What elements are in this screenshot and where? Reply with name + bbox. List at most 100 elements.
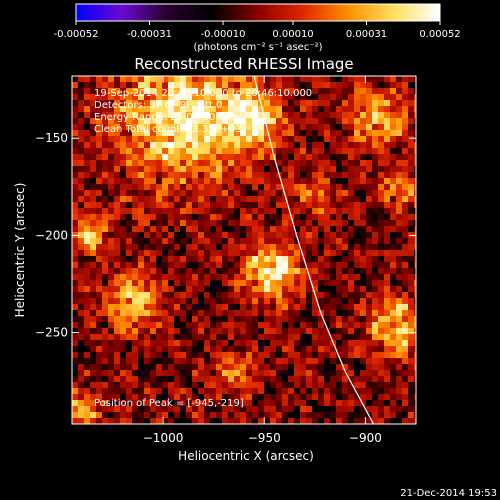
heatmap-cell (408, 250, 415, 257)
heatmap-cell (354, 232, 361, 239)
heatmap-cell (132, 196, 139, 203)
heatmap-cell (300, 118, 307, 125)
heatmap-cell (96, 328, 103, 335)
heatmap-cell (84, 418, 91, 424)
heatmap-cell (108, 118, 115, 125)
heatmap-cell (108, 268, 115, 275)
heatmap-cell (168, 292, 175, 299)
heatmap-cell (324, 310, 331, 317)
heatmap-cell (402, 112, 409, 119)
heatmap-cell (270, 268, 277, 275)
heatmap-cell (144, 94, 151, 101)
heatmap-cell (96, 154, 103, 161)
heatmap-cell (390, 232, 397, 239)
heatmap-cell (300, 202, 307, 209)
heatmap-cell (252, 274, 259, 281)
heatmap-cell (126, 292, 133, 299)
heatmap-cell (270, 154, 277, 161)
heatmap-cell (300, 388, 307, 395)
heatmap-cell (366, 334, 373, 341)
heatmap-cell (174, 304, 181, 311)
heatmap-cell (336, 196, 343, 203)
heatmap-cell (210, 106, 217, 113)
heatmap-cell (114, 196, 121, 203)
heatmap-cell (318, 346, 325, 353)
heatmap-cell (210, 208, 217, 215)
heatmap-cell (144, 136, 151, 143)
heatmap-cell (102, 316, 109, 323)
heatmap-cell (132, 394, 139, 401)
heatmap-cell (168, 196, 175, 203)
heatmap-cell (210, 310, 217, 317)
heatmap-cell (90, 346, 97, 353)
heatmap-cell (168, 88, 175, 95)
heatmap-cell (198, 346, 205, 353)
heatmap-cell (372, 298, 379, 305)
heatmap-cell (108, 310, 115, 317)
heatmap-cell (354, 172, 361, 179)
heatmap-cell (132, 166, 139, 173)
heatmap-cell (342, 304, 349, 311)
heatmap-cell (306, 214, 313, 221)
heatmap-cell (186, 400, 193, 407)
heatmap-cell (198, 190, 205, 197)
heatmap-cell (408, 184, 415, 191)
heatmap-cell (354, 382, 361, 389)
heatmap-cell (294, 406, 301, 413)
heatmap-cell (114, 268, 121, 275)
heatmap-cell (192, 154, 199, 161)
heatmap-cell (318, 190, 325, 197)
heatmap-cell (138, 304, 145, 311)
heatmap-cell (120, 220, 127, 227)
heatmap-cell (144, 88, 151, 95)
heatmap-cell (162, 256, 169, 263)
heatmap-cell (180, 196, 187, 203)
heatmap-cell (306, 106, 313, 113)
heatmap-cell (276, 352, 283, 359)
heatmap-cell (192, 214, 199, 221)
heatmap-cell (396, 190, 403, 197)
heatmap-cell (408, 154, 415, 161)
heatmap-cell (234, 220, 241, 227)
heatmap-cell (252, 280, 259, 287)
heatmap-cell (360, 400, 367, 407)
heatmap-cell (276, 340, 283, 347)
heatmap-cell (102, 250, 109, 257)
heatmap-cell (354, 178, 361, 185)
heatmap-cell (78, 124, 85, 131)
heatmap-cell (234, 196, 241, 203)
heatmap-cell (378, 178, 385, 185)
heatmap-cell (72, 76, 79, 83)
heatmap-cell (150, 130, 157, 137)
heatmap-cell (162, 322, 169, 329)
heatmap-cell (72, 406, 79, 413)
heatmap-cell (132, 274, 139, 281)
heatmap-cell (270, 250, 277, 257)
heatmap-cell (228, 256, 235, 263)
heatmap-cell (90, 268, 97, 275)
heatmap-cell (396, 106, 403, 113)
heatmap-cell (318, 370, 325, 377)
heatmap-cell (246, 220, 253, 227)
heatmap-cell (90, 250, 97, 257)
heatmap-cell (162, 172, 169, 179)
heatmap-cell (360, 364, 367, 371)
heatmap-cell (156, 310, 163, 317)
heatmap-cell (378, 316, 385, 323)
heatmap-cell (168, 154, 175, 161)
heatmap-cell (102, 364, 109, 371)
heatmap-cell (306, 328, 313, 335)
heatmap-cell (192, 88, 199, 95)
heatmap-cell (120, 94, 127, 101)
heatmap-cell (276, 82, 283, 89)
heatmap-cell (372, 328, 379, 335)
heatmap-cell (384, 124, 391, 131)
heatmap-cell (312, 118, 319, 125)
heatmap-cell (114, 232, 121, 239)
heatmap-cell (300, 328, 307, 335)
heatmap-cell (384, 382, 391, 389)
heatmap-cell (216, 262, 223, 269)
heatmap-cell (372, 124, 379, 131)
heatmap-cell (180, 100, 187, 107)
heatmap-cell (180, 202, 187, 209)
